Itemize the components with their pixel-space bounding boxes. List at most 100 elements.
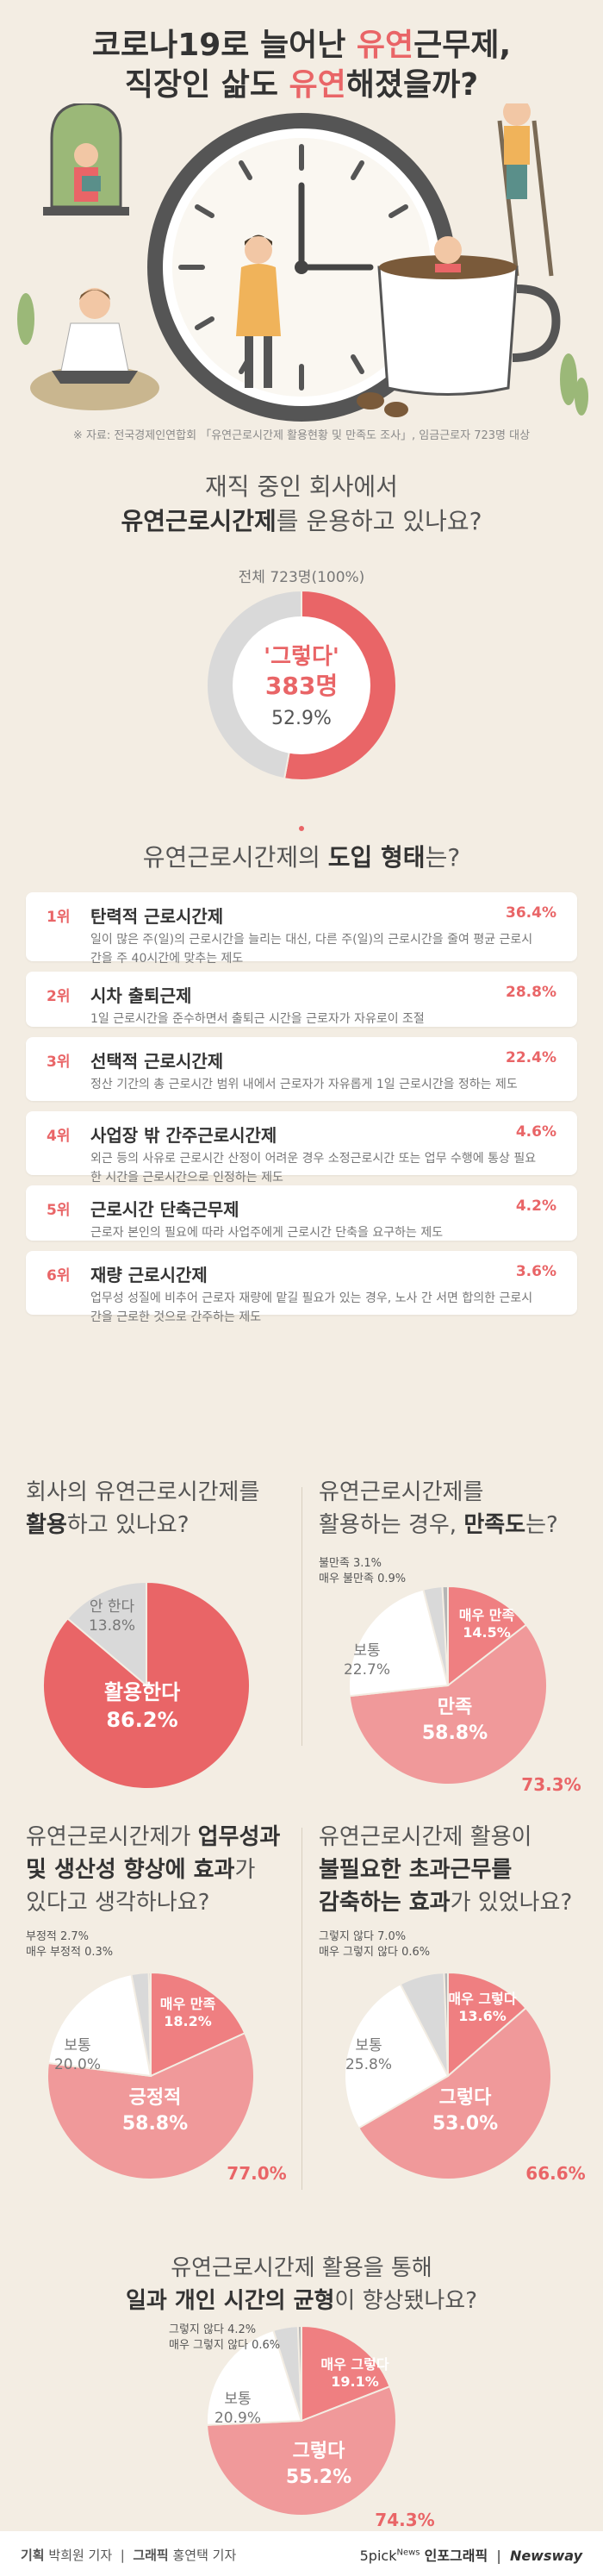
sat-vs-label: 매우 만족 — [459, 1607, 515, 1623]
logo-5pick: 5pick — [359, 2548, 397, 2564]
title-text: 해졌을까? — [345, 67, 479, 103]
section-dot — [299, 826, 304, 831]
over-vy-pct: 13.6% — [458, 2008, 507, 2024]
pie-slice-2 — [47, 1973, 152, 2078]
over-y-pct: 53.0% — [432, 2113, 498, 2135]
perf-n-pct: 20.0% — [54, 2056, 101, 2073]
ranking-pct: 22.4% — [506, 1049, 556, 1066]
perf-total-label: 77.0% — [227, 2163, 286, 2184]
ranking-name: 사업장 밖 간주근로시간제 — [90, 1125, 277, 1146]
sat-dissat-label: 불만족 3.1% — [319, 1557, 382, 1570]
q-sat-title: 유연근로시간제를 활용하는 경우, 만족도는? — [319, 1479, 558, 1538]
q-over-title: 유연근로시간제 활용이 불필요한 초과근무를 감축하는 효과가 있었나요? — [319, 1824, 573, 1916]
footer-credits: 기획 박희원 기자 | 그래픽 홍연택 기자 — [21, 2548, 237, 2563]
q1-center-label: '그렇다' — [264, 644, 339, 670]
pie-pair-2: 부정적 2.7% 매우 부정적 0.3% 매우 만족 18.2% 보통 20.0… — [26, 1930, 586, 2184]
perf-vneg-label: 매우 부정적 0.3% — [26, 1946, 113, 1959]
q1-title: 재직 중인 회사에서 유연근로시간제를 운용하고 있나요? — [0, 470, 603, 539]
ranking-desc: 정산 기간의 총 근로시간 범위 내에서 근로자가 자유롭게 1일 근로시간을 … — [90, 1078, 518, 1091]
q1-total-label: 전체 723명(100%) — [238, 569, 365, 586]
ranking-name: 시차 출퇴근제 — [90, 985, 192, 1006]
q1-title-line1: 재직 중인 회사에서 — [205, 472, 398, 501]
window-reader-icon — [43, 103, 129, 216]
sat-s-pct: 58.8% — [422, 1723, 488, 1744]
ranking-section: 유연근로시간제의 도입 형태는? 1위 탄력적 근로시간제 36.4% 일이 많은 주… — [0, 841, 603, 1392]
pie-slice-4 — [296, 2324, 302, 2422]
title-text: 직장인 삶도 — [124, 67, 289, 103]
q1-donut-chart: '그렇다' 383명 52.9% — [206, 589, 397, 781]
pie-slice-0 — [447, 1971, 527, 2079]
bal-pie-chart — [206, 2324, 397, 2517]
perf-p-label: 긍정적 — [129, 2087, 182, 2109]
pie-slice-0 — [150, 1971, 246, 2078]
ranking-name: 재량 근로시간제 — [90, 1265, 208, 1285]
pie-slice-4 — [147, 1971, 152, 2077]
ranking-card: 5위 근로시간 단축근무제 4.2% 근로자 본인의 필요에 따라 사업주에게 근로시… — [26, 1185, 577, 1241]
ranking-pct: 3.6% — [515, 1263, 556, 1280]
sat-n-pct: 22.7% — [344, 1661, 390, 1679]
page-title: 코로나19로 늘어난 유연근무제, 직장인 삶도 유연해졌을까? — [0, 26, 603, 105]
pie-slice-2 — [206, 2329, 303, 2426]
person-center-icon — [236, 234, 281, 388]
perf-vs-pct: 18.2% — [164, 2013, 212, 2029]
ranking-name: 탄력적 근로시간제 — [90, 906, 224, 927]
coffee-cup-icon — [357, 236, 561, 417]
ladder-man-icon — [497, 103, 554, 277]
ranking-rank: 4위 — [47, 1128, 71, 1145]
sat-pie-chart — [348, 1585, 548, 1785]
over-n-pct: 25.8% — [345, 2056, 392, 2073]
q-use-title: 회사의 유연근로시간제를 활용하고 있나요? — [26, 1479, 260, 1538]
perf-n-label: 보통 — [64, 2037, 90, 2054]
title-text: 근무제, — [413, 28, 512, 63]
q1-center-pct: 52.9% — [271, 708, 332, 729]
ranking-rank: 3위 — [47, 1054, 71, 1071]
logo-newsway: Newsway — [509, 2548, 582, 2564]
sat-total-label: 73.3% — [521, 1774, 581, 1795]
ranking-pct: 36.4% — [506, 904, 556, 922]
over-n-label: 보통 — [355, 2037, 382, 2054]
ranking-pct: 28.8% — [506, 984, 556, 1001]
logo-infographic: 인포그래픽 — [424, 2548, 488, 2564]
q-bal-title: 유연근로시간제 활용을 통해 일과 개인 시간의 균형이 향상됐나요? — [125, 2255, 478, 2314]
use-yes-label: 활용한다 — [104, 1680, 180, 1704]
over-vno-label: 매우 그렇지 않다 0.6% — [319, 1946, 430, 1959]
meditating-man-icon — [30, 288, 159, 410]
q1-title-bold: 유연근로시간제 — [121, 507, 277, 535]
ranking-name: 선택적 근로시간제 — [90, 1051, 224, 1072]
sat-vs-pct: 14.5% — [463, 1624, 511, 1641]
header: 코로나19로 늘어난 유연근무제, 직장인 삶도 유연해졌을까? — [0, 0, 603, 448]
ranking-card: 2위 시차 출퇴근제 28.8% 1일 근로시간을 준수하면서 출퇴근 시간을 근로자… — [26, 972, 577, 1027]
bal-n-label: 보통 — [224, 2391, 251, 2408]
q1-section: 재직 중인 회사에서 유연근로시간제를 운용하고 있나요? 전체 723명(10… — [0, 470, 603, 797]
bal-vy-label: 매우 그렇다 — [320, 2356, 389, 2373]
perf-vs-label: 매우 만족 — [160, 1996, 216, 2012]
pie-slice-0 — [301, 2324, 391, 2423]
pie-slice-2 — [348, 1588, 450, 1698]
pie-slice-0 — [447, 1585, 528, 1688]
over-y-label: 그렇다 — [439, 2087, 492, 2109]
q1-donut-hole — [233, 616, 370, 754]
ranking-rank: 6위 — [47, 1267, 71, 1285]
q1-title-rest: 를 운용하고 있나요? — [276, 507, 482, 535]
pie-slice-1 — [66, 1580, 147, 1688]
ranking-card: 1위 탄력적 근로시간제 36.4% 일이 많은 주(일)의 근로시간을 늘리는 대신… — [26, 892, 577, 966]
pie-slice-1 — [206, 2385, 397, 2517]
pie-slice-1 — [348, 1623, 548, 1785]
ranking-rank: 2위 — [47, 988, 71, 1005]
bal-vy-pct: 19.1% — [331, 2373, 379, 2390]
footer: 기획 박희원 기자 | 그래픽 홍연택 기자 5pickNews 인포그래픽 |… — [0, 2531, 603, 2576]
sat-vdissat-label: 매우 불만족 0.9% — [319, 1572, 406, 1585]
pie-pair-1: 안 한다 13.8% 활용한다 86.2% 불만족 3.1% 매우 불만족 0.… — [42, 1557, 581, 1795]
over-total-label: 66.6% — [525, 2163, 585, 2184]
sat-n-label: 보통 — [353, 1642, 380, 1660]
header-illustration — [17, 103, 588, 422]
perf-p-pct: 58.8% — [122, 2113, 188, 2135]
pie-slice-4 — [443, 1971, 449, 2077]
title-highlight: 유연 — [289, 67, 346, 103]
perf-pie-chart — [47, 1971, 255, 2180]
bal-vno-label: 매우 그렇지 않다 0.6% — [169, 2339, 280, 2352]
perf-neg-label: 부정적 2.7% — [26, 1930, 89, 1943]
ranking-title: 유연근로시간제의 도입 형태는? — [142, 843, 461, 872]
over-pie-chart — [344, 1971, 552, 2180]
